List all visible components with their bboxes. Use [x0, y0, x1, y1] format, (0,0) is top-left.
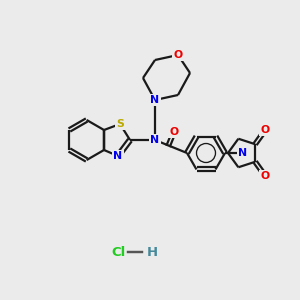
Text: O: O — [261, 171, 270, 181]
Text: S: S — [116, 119, 124, 129]
Text: Cl: Cl — [111, 245, 125, 259]
Text: O: O — [169, 127, 178, 137]
Text: H: H — [146, 245, 158, 259]
Text: N: N — [113, 151, 123, 161]
Text: N: N — [150, 95, 160, 105]
Text: O: O — [173, 50, 183, 60]
Text: N: N — [238, 148, 247, 158]
Text: N: N — [150, 135, 160, 145]
Text: O: O — [261, 125, 270, 135]
